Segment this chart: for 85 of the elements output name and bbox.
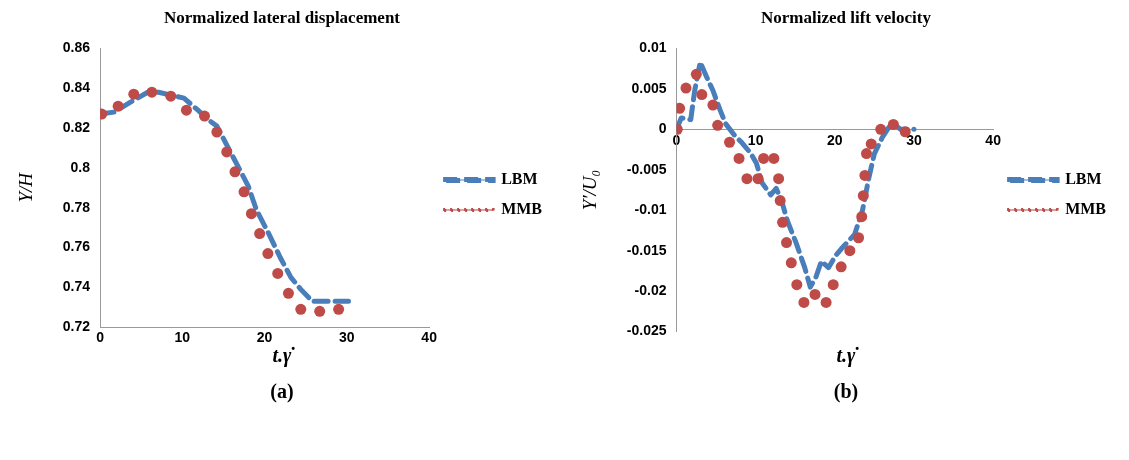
point	[827, 279, 839, 291]
y-tick-label: 0.82	[62, 118, 91, 135]
y-tick-label: 0.01	[639, 39, 667, 56]
x-tick-label: 0	[96, 329, 105, 346]
point	[857, 190, 869, 202]
point	[282, 287, 294, 299]
point	[875, 123, 887, 135]
y-tick-label: 0.84	[62, 79, 91, 96]
point	[696, 89, 708, 101]
y-tick-label: 0.005	[631, 79, 667, 96]
y-axis-title: Y/H	[15, 171, 37, 203]
point	[741, 173, 753, 185]
point	[887, 118, 899, 130]
point	[724, 136, 736, 148]
point	[856, 211, 868, 223]
y-tick-label: 0.72	[62, 318, 91, 335]
x-tick-label: 10	[174, 329, 191, 346]
legend-label: MMB	[501, 200, 543, 218]
point	[229, 166, 241, 178]
y-tick-label: 0.86	[62, 39, 91, 56]
point	[199, 110, 211, 122]
point	[758, 152, 770, 164]
point	[773, 173, 785, 185]
point	[262, 248, 274, 260]
point	[690, 68, 702, 80]
x-tick-label: 20	[256, 329, 273, 346]
point	[245, 208, 257, 220]
y-tick-label: -0.015	[626, 241, 667, 258]
legend-label: MMB	[1065, 200, 1107, 218]
point	[333, 303, 345, 315]
y-tick-label: -0.01	[634, 201, 667, 218]
text: (a)	[270, 380, 294, 404]
chart-title: Normalized lateral displacement	[163, 8, 401, 29]
point	[676, 102, 686, 114]
legend-label: LBM	[1065, 170, 1102, 188]
point	[859, 169, 871, 181]
point	[798, 296, 810, 308]
point	[272, 267, 284, 279]
point	[860, 148, 872, 160]
x-tick-label: 40	[985, 131, 1002, 148]
x-tick-label: 30	[906, 131, 922, 148]
y-tick-label: -0.02	[634, 282, 667, 298]
x-tick-label: 40	[421, 329, 438, 346]
y-tick-label: -0.025	[626, 322, 667, 339]
point	[238, 186, 250, 198]
point	[853, 232, 865, 244]
y-tick-label: 0.76	[62, 238, 91, 255]
chart-title: Normalized lift velocity	[761, 8, 931, 29]
y-tick-label: 0.78	[62, 198, 91, 215]
y-tick-label: 0	[658, 120, 667, 137]
point	[777, 216, 789, 228]
point	[791, 279, 803, 291]
point	[835, 261, 847, 273]
y-axis-title: Y′/U₀	[579, 169, 601, 211]
point	[211, 126, 223, 138]
point	[707, 99, 719, 111]
point	[809, 288, 821, 300]
point	[180, 104, 192, 116]
legend-label: LBM	[501, 170, 538, 188]
x-tick-label: 30	[339, 329, 355, 346]
y-tick-label: 0.8	[70, 158, 91, 175]
x-tick-label: 20	[827, 131, 843, 148]
point	[128, 88, 140, 100]
text: (b)	[833, 380, 859, 405]
point	[146, 86, 158, 98]
point	[712, 119, 724, 131]
point	[295, 303, 307, 315]
point	[865, 138, 877, 150]
point	[680, 82, 692, 94]
point	[254, 228, 266, 240]
point	[781, 237, 793, 249]
y-tick-label: -0.005	[626, 160, 667, 177]
point	[314, 305, 326, 317]
point	[112, 100, 124, 112]
point	[844, 245, 856, 257]
point	[752, 173, 764, 185]
point	[785, 257, 797, 269]
point	[733, 152, 745, 164]
point	[820, 296, 832, 308]
point	[165, 90, 177, 102]
point	[774, 195, 786, 207]
point	[768, 152, 780, 164]
y-tick-label: 0.74	[62, 278, 91, 295]
point	[221, 146, 233, 158]
x-tick-label: 10	[747, 131, 764, 148]
